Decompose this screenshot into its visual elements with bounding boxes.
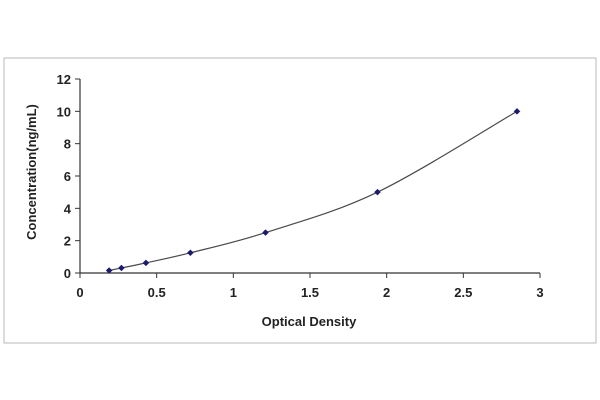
x-tick-label: 2.5 <box>454 285 472 300</box>
x-axis-title: Optical Density <box>262 314 357 329</box>
ticks: 0 0.5 1 1.5 2 2.5 3 0 2 4 6 8 10 12 <box>57 72 544 300</box>
data-point-marker <box>142 259 150 267</box>
data-point-marker <box>262 229 269 236</box>
y-tick-label: 8 <box>64 137 71 152</box>
x-tick-label: 2 <box>383 285 390 300</box>
y-tick-label: 12 <box>57 72 71 87</box>
x-tick-label: 1.5 <box>301 285 319 300</box>
y-tick-label: 2 <box>64 234 71 249</box>
data-point-marker <box>187 249 194 257</box>
x-tick-label: 1 <box>230 285 237 300</box>
x-tick-label: 0 <box>76 285 83 300</box>
chart-frame <box>3 57 597 344</box>
y-tick-label: 6 <box>64 169 71 184</box>
data-points <box>105 107 521 274</box>
data-point-marker <box>513 107 521 115</box>
data-point-marker <box>118 264 125 272</box>
y-tick-label: 10 <box>57 104 71 119</box>
y-tick-label: 4 <box>64 201 72 216</box>
x-tick-label: 3 <box>536 285 543 300</box>
data-point-marker <box>374 188 381 196</box>
y-tick-label: 0 <box>64 266 71 281</box>
data-point-marker <box>105 267 113 274</box>
x-tick-label: 0.5 <box>148 285 166 300</box>
y-axis-title: Concentration(ng/mL) <box>24 104 39 240</box>
